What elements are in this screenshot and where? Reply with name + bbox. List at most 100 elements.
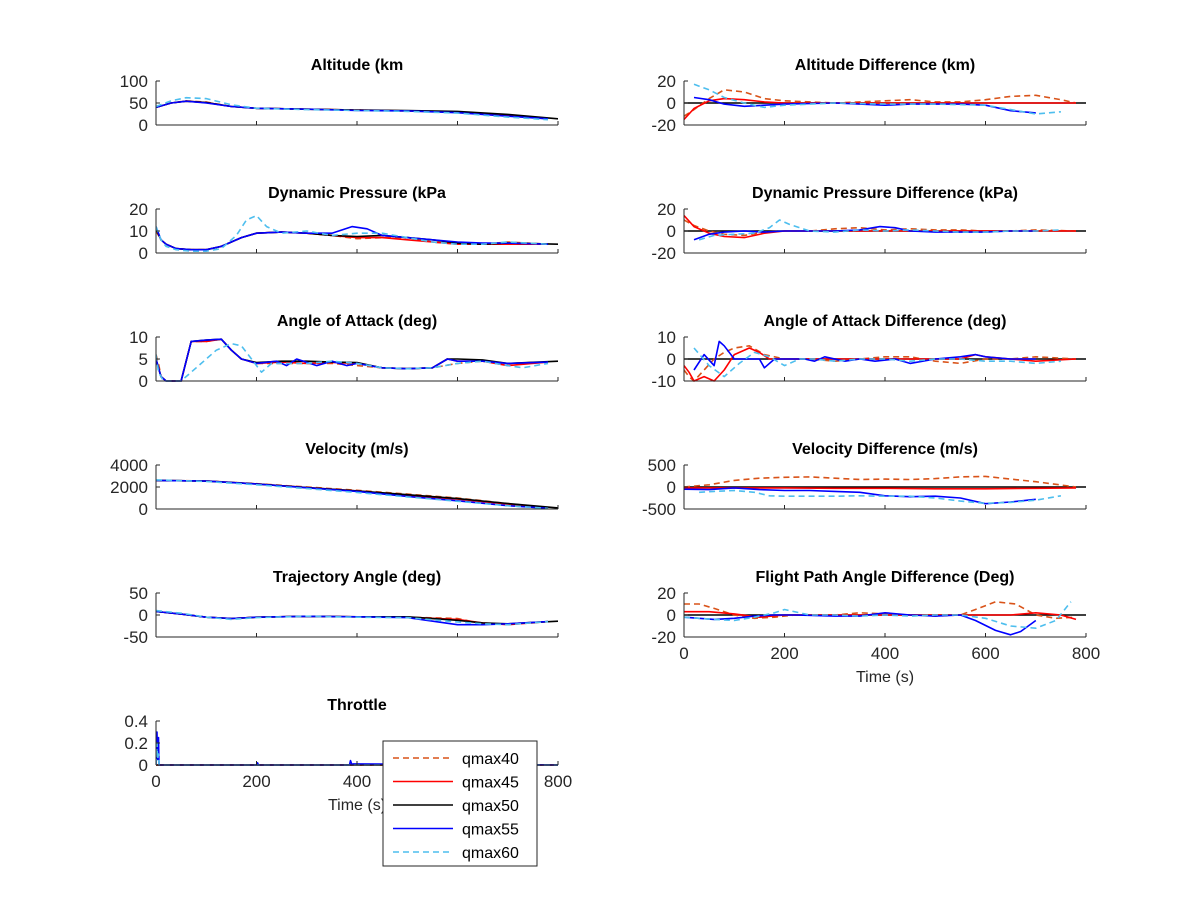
x-tick-label: 400 <box>343 772 371 791</box>
y-tick-label: 100 <box>120 72 148 91</box>
y-tick-label: 10 <box>129 222 148 241</box>
series-line-qmax40 <box>684 219 1077 237</box>
series-line-qmax60 <box>698 219 1061 241</box>
y-tick-label: 10 <box>657 328 676 347</box>
chart-title: Angle of Attack (deg) <box>277 313 437 330</box>
chart-title: Dynamic Pressure (kPa <box>268 185 446 202</box>
series-line-qmax60 <box>693 83 1061 115</box>
series-line-qmax55 <box>684 487 1036 505</box>
series-line-qmax60 <box>156 214 549 252</box>
legend-item-qmax50: qmax50 <box>393 798 519 815</box>
legend-label: qmax60 <box>462 845 519 862</box>
chart-title: Throttle <box>327 697 387 714</box>
x-tick-label: 200 <box>242 772 270 791</box>
series-group <box>684 475 1077 505</box>
series-line-qmax55 <box>156 225 549 251</box>
x-tick-label: 400 <box>871 644 899 663</box>
y-tick-label: 20 <box>129 200 148 219</box>
y-tick-label: 0.4 <box>124 712 148 731</box>
legend-item-qmax60: qmax60 <box>393 845 519 862</box>
subplot-trajectory-angle-deg: Trajectory Angle (deg) -50 0 50 <box>123 569 559 647</box>
y-tick-label: 0 <box>139 756 148 775</box>
series-line-qmax60 <box>156 609 549 626</box>
series-group <box>156 96 558 121</box>
y-tick-label: 0 <box>667 478 676 497</box>
x-axis-label: Time (s) <box>856 669 914 686</box>
subplot-altitude-km: Altitude (km 0 50 100 <box>120 57 559 135</box>
legend: qmax40 qmax45 qmax50 qmax55 qmax60 <box>382 740 538 867</box>
series-group <box>684 83 1077 121</box>
y-tick-label: 50 <box>129 94 148 113</box>
legend-item-qmax55: qmax55 <box>393 822 519 839</box>
series-line-qmax60 <box>156 479 549 510</box>
y-tick-label: 0 <box>139 606 148 625</box>
y-tick-label: -50 <box>123 628 148 647</box>
legend-label: qmax40 <box>462 751 519 768</box>
chart-title: Angle of Attack Difference (deg) <box>764 313 1007 330</box>
series-line-qmax45 <box>684 97 1076 121</box>
y-tick-label: 0.2 <box>124 734 148 753</box>
chart-title: Velocity (m/s) <box>305 441 408 458</box>
series-group <box>684 600 1077 636</box>
y-tick-label: 2000 <box>110 478 148 497</box>
series-line-qmax40 <box>684 89 1077 117</box>
y-tick-label: 500 <box>648 456 676 475</box>
y-tick-label: -20 <box>651 116 676 135</box>
series-line-qmax45 <box>684 487 1077 490</box>
series-group <box>156 214 558 252</box>
x-tick-label: 0 <box>151 772 160 791</box>
chart-title: Velocity Difference (m/s) <box>792 441 978 458</box>
y-tick-label: 0 <box>667 606 676 625</box>
y-tick-label: -500 <box>642 500 676 519</box>
x-tick-label: 600 <box>971 644 999 663</box>
x-tick-label: 800 <box>544 772 572 791</box>
series-line-qmax40 <box>684 475 1077 488</box>
x-tick-label: 200 <box>770 644 798 663</box>
series-line-qmax60 <box>699 489 1062 505</box>
y-tick-label: 0 <box>667 350 676 369</box>
x-tick-label: 0 <box>679 644 688 663</box>
chart-title: Dynamic Pressure Difference (kPa) <box>752 185 1018 202</box>
subplot-velocity-m-s: Velocity (m/s) 0 2000 4000 <box>110 441 559 519</box>
subplot-velocity-difference-m-s: Velocity Difference (m/s) -500 0 500 <box>642 441 1087 519</box>
series-line-qmax60 <box>156 96 549 121</box>
series-line-qmax60 <box>684 601 1072 630</box>
series-group <box>684 340 1077 382</box>
chart-title: Trajectory Angle (deg) <box>273 569 441 586</box>
legend-label: qmax50 <box>462 798 519 815</box>
chart-title: Flight Path Angle Difference (Deg) <box>756 569 1015 586</box>
y-tick-label: 10 <box>129 328 148 347</box>
x-axis-label: Time (s) <box>328 797 386 814</box>
y-tick-label: 0 <box>667 222 676 241</box>
subplot-angle-of-attack-deg: Angle of Attack (deg) 0 5 10 <box>129 313 559 391</box>
y-tick-label: 0 <box>139 244 148 263</box>
series-line-qmax60 <box>693 347 1061 378</box>
subplot-flight-path-angle-difference-deg: Flight Path Angle Difference (Deg)-20020… <box>651 569 1100 686</box>
subplot-angle-of-attack-difference-deg: Angle of Attack Difference (deg) -10 0 10 <box>651 313 1087 391</box>
series-group <box>684 215 1077 241</box>
y-tick-label: 20 <box>657 200 676 219</box>
legend-items: qmax40 qmax45 qmax50 qmax55 qmax60 <box>393 751 519 862</box>
y-tick-label: 20 <box>657 72 676 91</box>
legend-box <box>382 740 538 867</box>
y-tick-label: 0 <box>139 116 148 135</box>
subplot-altitude-difference-km: Altitude Difference (km) -20 0 20 <box>651 57 1087 135</box>
y-tick-label: 5 <box>139 350 148 369</box>
subplot-dynamic-pressure-kpa: Dynamic Pressure (kPa 0 10 20 <box>129 185 559 263</box>
y-tick-label: 0 <box>139 500 148 519</box>
series-group <box>156 609 558 626</box>
chart-title: Altitude (km <box>311 57 403 74</box>
legend-label: qmax45 <box>462 775 519 792</box>
series-line-qmax55 <box>684 611 1037 636</box>
y-tick-label: 20 <box>657 584 676 603</box>
y-tick-label: -20 <box>651 628 676 647</box>
legend-item-qmax45: qmax45 <box>393 775 519 792</box>
legend-item-qmax40: qmax40 <box>393 751 519 768</box>
y-tick-label: 0 <box>667 94 676 113</box>
legend-label: qmax55 <box>462 822 519 839</box>
series-line-qmax40 <box>684 600 1077 620</box>
x-tick-label: 800 <box>1072 644 1100 663</box>
